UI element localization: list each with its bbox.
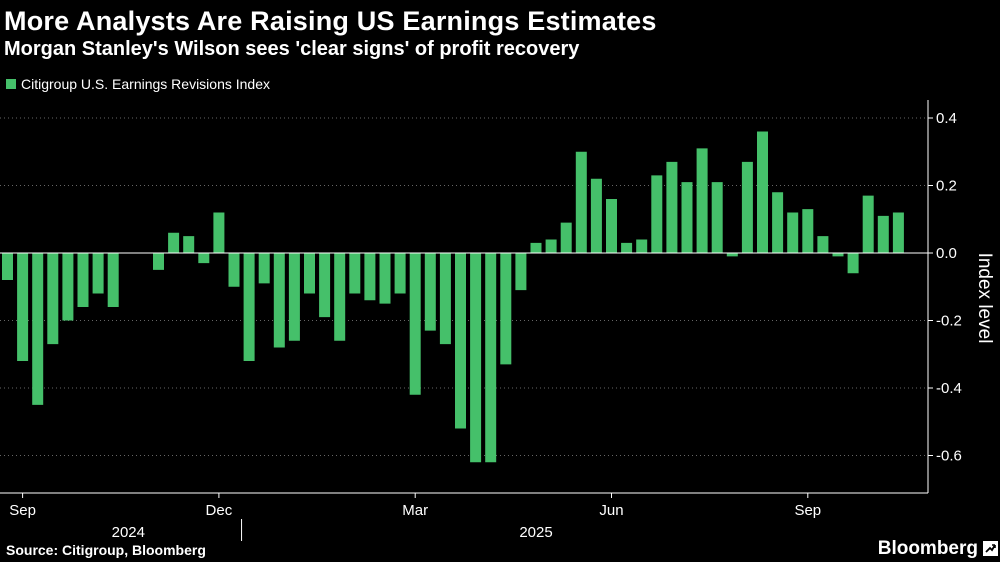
bar — [394, 253, 406, 294]
bar — [258, 253, 270, 284]
bar — [696, 148, 708, 253]
bar — [213, 212, 225, 253]
bar — [424, 253, 436, 331]
x-tick-label: Mar — [402, 502, 428, 519]
bar — [621, 242, 633, 253]
bar — [817, 236, 829, 253]
bar — [530, 242, 542, 253]
bar — [228, 253, 240, 287]
bar — [560, 222, 572, 253]
bar — [832, 253, 844, 257]
y-tick-label: 0.2 — [936, 178, 957, 195]
bloomberg-logo-icon — [983, 541, 998, 556]
bar — [17, 253, 29, 361]
bar — [62, 253, 74, 321]
bar — [515, 253, 527, 291]
bar — [304, 253, 315, 294]
bar — [500, 253, 512, 365]
bar — [439, 253, 451, 345]
bar — [862, 195, 874, 253]
bar — [545, 239, 557, 253]
bar — [198, 253, 210, 264]
chart-title: More Analysts Are Raising US Earnings Es… — [4, 6, 657, 36]
bar — [288, 253, 300, 341]
legend: Citigroup U.S. Earnings Revisions Index — [6, 76, 270, 92]
bar — [485, 253, 497, 463]
bar — [711, 182, 723, 253]
bar — [364, 253, 376, 301]
axes — [0, 100, 929, 494]
x-tick-label: Sep — [794, 502, 821, 519]
bar — [334, 253, 346, 341]
bar — [168, 232, 180, 253]
bar — [2, 253, 13, 280]
bars — [2, 131, 904, 463]
bar — [470, 253, 482, 463]
legend-swatch — [6, 79, 16, 89]
bar — [349, 253, 361, 294]
bar — [243, 253, 255, 361]
x-year-label: 2024 — [112, 524, 145, 541]
bar — [575, 151, 587, 253]
y-tick-label: -0.4 — [936, 380, 962, 397]
y-axis-ticks: -0.6 -0.4 -0.2 0.0 0.2 0.4 — [928, 110, 962, 465]
y-tick-label: -0.6 — [936, 448, 962, 465]
y-tick-label: 0.4 — [936, 110, 957, 127]
x-tick-label: Dec — [206, 502, 233, 519]
x-year-label: 2025 — [519, 524, 552, 541]
bar — [183, 236, 195, 253]
source-note: Source: Citigroup, Bloomberg — [6, 542, 206, 558]
bar — [455, 253, 466, 429]
bloomberg-wordmark: Bloomberg — [877, 538, 978, 559]
bar — [636, 239, 648, 253]
bar — [319, 253, 331, 318]
x-tick-label: Sep — [9, 502, 36, 519]
chart-subtitle: Morgan Stanley's Wilson sees 'clear sign… — [4, 38, 580, 60]
y-tick-label: -0.2 — [936, 313, 962, 330]
bar — [681, 182, 693, 253]
bar — [726, 253, 738, 257]
x-tick-label: Jun — [599, 502, 623, 519]
bar — [772, 192, 784, 253]
bar — [606, 199, 617, 253]
bar — [666, 161, 678, 253]
bar — [802, 209, 814, 253]
bar — [409, 253, 421, 395]
bar — [379, 253, 391, 304]
bar — [153, 253, 164, 270]
bar — [92, 253, 104, 294]
y-axis-label: Index level — [974, 253, 995, 344]
bar — [757, 131, 768, 253]
legend-label: Citigroup U.S. Earnings Revisions Index — [21, 76, 271, 92]
bar — [741, 161, 753, 253]
bar — [32, 253, 44, 405]
bar — [847, 253, 859, 274]
bar — [877, 215, 889, 253]
bar — [107, 253, 119, 307]
bar — [273, 253, 285, 348]
y-tick-label: 0.0 — [936, 245, 957, 262]
bar — [651, 175, 663, 253]
bar — [892, 212, 904, 253]
bar — [47, 253, 59, 345]
bar — [590, 178, 602, 253]
bar — [787, 212, 799, 253]
x-axis-ticks: Sep Dec Mar Jun Sep 2024 2025 — [9, 493, 821, 541]
bar — [77, 253, 89, 307]
